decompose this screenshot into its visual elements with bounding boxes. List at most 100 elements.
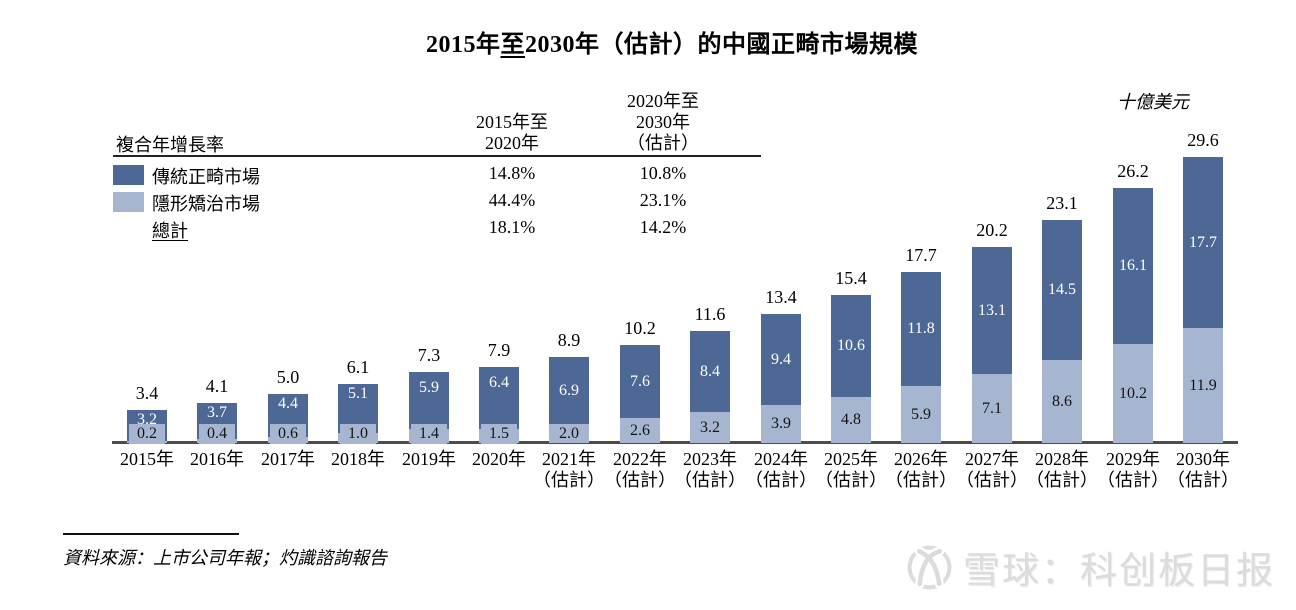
watermark-text: 雪球：科创板日报 bbox=[963, 550, 1275, 591]
total-value-label: 17.7 bbox=[905, 245, 937, 265]
segment-invisible: 7.1 bbox=[972, 374, 1012, 443]
cagr-row-label: 隱形矯治市場 bbox=[152, 194, 260, 214]
segment-traditional: 17.7 bbox=[1183, 157, 1223, 328]
segment-invisible: 11.9 bbox=[1183, 328, 1223, 443]
segment-invisible: 4.8 bbox=[831, 397, 871, 443]
segment-traditional-value: 4.4 bbox=[278, 395, 298, 412]
x-axis-label: 2025年 （估計） bbox=[815, 449, 887, 490]
unit-label: 十億美元 bbox=[1117, 92, 1189, 112]
cagr-row-label: 傳統正畸市場 bbox=[152, 167, 260, 187]
segment-invisible-value: 2.6 bbox=[630, 421, 650, 439]
segment-invisible-value: 8.6 bbox=[1052, 392, 1072, 410]
x-axis-label: 2016年 bbox=[190, 449, 244, 469]
cagr-value-2015-2020: 44.4% bbox=[488, 190, 536, 210]
segment-traditional: 7.6 bbox=[620, 345, 660, 418]
segment-traditional-value: 13.1 bbox=[978, 301, 1006, 319]
segment-invisible: 3.9 bbox=[761, 405, 801, 443]
cagr-row: 隱形矯治市場 44.4% 23.1% bbox=[113, 190, 761, 216]
x-axis-label: 2024年 （估計） bbox=[745, 449, 817, 490]
cagr-value-2020-2030: 23.1% bbox=[639, 190, 687, 210]
segment-traditional-value: 6.9 bbox=[559, 381, 579, 399]
segment-invisible-value-chip: 1.5 bbox=[481, 424, 517, 444]
segment-traditional-value: 6.4 bbox=[489, 374, 509, 391]
segment-invisible-value: 10.2 bbox=[1119, 384, 1147, 402]
x-axis-label: 2030年 （估計） bbox=[1167, 449, 1239, 490]
total-value-label: 10.2 bbox=[624, 318, 656, 338]
segment-invisible-value: 5.9 bbox=[911, 405, 931, 423]
x-axis-label: 2020年 bbox=[472, 449, 526, 469]
cagr-header-label: 複合年增長率 bbox=[116, 135, 224, 155]
total-value-label: 5.0 bbox=[276, 367, 300, 387]
segment-invisible-value-chip: 0.4 bbox=[199, 424, 235, 444]
segment-invisible-value: 7.1 bbox=[982, 399, 1002, 417]
legend-swatch-invisible bbox=[113, 192, 144, 212]
cagr-value-2020-2030: 10.8% bbox=[639, 163, 687, 183]
segment-traditional: 16.1 bbox=[1113, 188, 1153, 344]
total-value-label: 23.1 bbox=[1046, 193, 1078, 213]
segment-invisible: 8.6 bbox=[1042, 360, 1082, 443]
segment-invisible: 2.0 bbox=[549, 424, 589, 443]
segment-invisible: 3.2 bbox=[690, 412, 730, 443]
segment-traditional-value: 5.9 bbox=[419, 379, 439, 396]
page-title: 2015年至2030年（估計）的中國正畸市場規模 bbox=[48, 24, 1296, 59]
total-value-label: 8.9 bbox=[557, 330, 581, 350]
segment-traditional-value: 8.4 bbox=[700, 362, 720, 380]
segment-invisible: 5.9 bbox=[901, 386, 941, 443]
segment-traditional-value: 14.5 bbox=[1048, 281, 1076, 298]
x-axis-label: 2017年 bbox=[261, 449, 315, 469]
segment-traditional-value: 9.4 bbox=[771, 350, 791, 368]
cagr-value-2015-2020: 14.8% bbox=[488, 163, 536, 183]
x-axis-line bbox=[112, 441, 1238, 444]
segment-traditional-value: 11.8 bbox=[907, 320, 935, 337]
total-value-label: 20.2 bbox=[976, 220, 1008, 240]
segment-invisible: 10.2 bbox=[1113, 344, 1153, 443]
total-value-label: 13.4 bbox=[765, 287, 797, 307]
cagr-row: 傳統正畸市場 14.8% 10.8% bbox=[113, 163, 761, 189]
total-value-label: 7.9 bbox=[487, 340, 511, 360]
segment-invisible-value: 11.9 bbox=[1189, 376, 1217, 394]
source-note-rule bbox=[63, 533, 239, 535]
segment-traditional: 13.1 bbox=[972, 247, 1012, 374]
cagr-value-2020-2030: 14.2% bbox=[639, 217, 687, 237]
title-underlined-char: 至 bbox=[500, 32, 525, 58]
segment-invisible-value: 3.2 bbox=[700, 418, 720, 436]
title-pre: 2015年 bbox=[426, 32, 501, 58]
segment-invisible-value: 3.9 bbox=[771, 415, 791, 432]
segment-invisible-value: 4.8 bbox=[841, 411, 861, 428]
x-axis-label: 2021年 （估計） bbox=[533, 449, 605, 490]
segment-traditional: 6.9 bbox=[549, 357, 589, 424]
total-value-label: 11.6 bbox=[694, 304, 726, 324]
cagr-row: 總計 18.1% 14.2% bbox=[113, 217, 761, 243]
segment-traditional: 8.4 bbox=[690, 331, 730, 412]
segment-traditional-value: 16.1 bbox=[1119, 257, 1147, 274]
segment-traditional-value: 7.6 bbox=[630, 372, 650, 390]
cagr-col2-header: 2020年至 2030年 （估計） bbox=[627, 91, 699, 153]
total-value-label: 26.2 bbox=[1117, 161, 1149, 181]
xueqiu-snowball-logo-icon bbox=[907, 545, 952, 589]
segment-traditional: 5.9 bbox=[409, 372, 449, 429]
segment-invisible-value-chip: 0.6 bbox=[270, 424, 306, 444]
total-value-label: 3.4 bbox=[135, 383, 159, 403]
segment-traditional: 9.4 bbox=[761, 314, 801, 405]
segment-traditional-value: 10.6 bbox=[837, 337, 865, 354]
segment-invisible-value-chip: 0.2 bbox=[129, 424, 165, 444]
segment-traditional-value: 17.7 bbox=[1189, 233, 1217, 251]
segment-invisible: 2.6 bbox=[620, 418, 660, 443]
x-axis-label: 2027年 （估計） bbox=[956, 449, 1028, 490]
title-post: 2030年（估計）的中國正畸市場規模 bbox=[525, 32, 918, 58]
total-value-label: 15.4 bbox=[835, 268, 867, 288]
segment-traditional: 6.4 bbox=[479, 367, 519, 429]
x-axis-label: 2028年 （估計） bbox=[1026, 449, 1098, 490]
segment-traditional-value: 3.7 bbox=[207, 404, 227, 421]
watermark: 雪球：科创板日报 bbox=[906, 540, 1275, 594]
legend-swatch-traditional bbox=[113, 165, 144, 185]
x-axis-label: 2029年 （估計） bbox=[1097, 449, 1169, 490]
segment-invisible-value: 2.0 bbox=[559, 424, 579, 442]
segment-invisible-value-chip: 1.0 bbox=[340, 424, 376, 444]
total-value-label: 4.1 bbox=[205, 376, 229, 396]
cagr-row-label: 總計 bbox=[152, 221, 188, 241]
x-axis-label: 2019年 bbox=[402, 449, 456, 469]
x-axis-label: 2018年 bbox=[331, 449, 385, 469]
cagr-value-2015-2020: 18.1% bbox=[488, 217, 536, 237]
